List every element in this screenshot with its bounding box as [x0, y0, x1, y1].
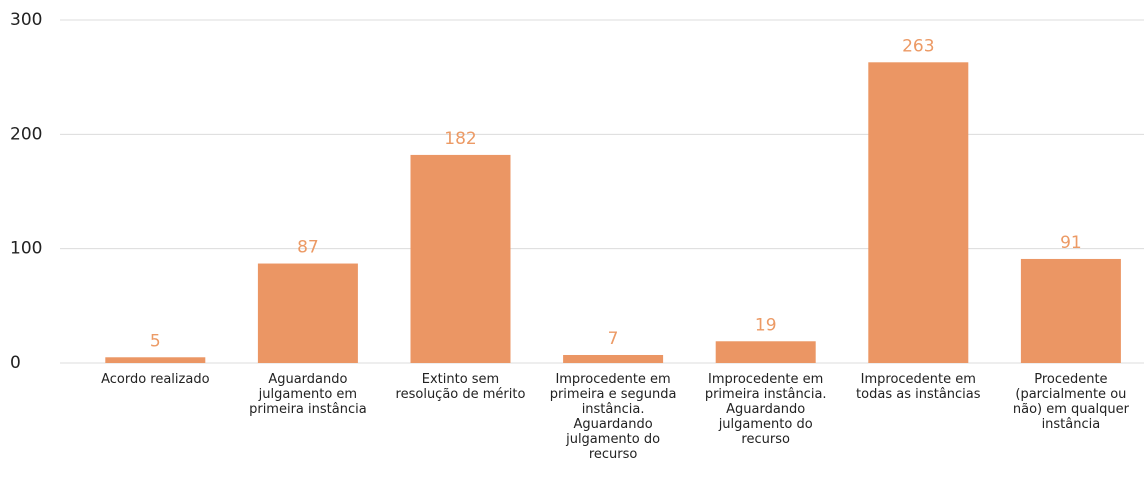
x-tick-label: Procedente (parcialmente ou não) em qual… [1012, 372, 1129, 432]
bar [105, 357, 206, 363]
value-label: 87 [297, 238, 319, 258]
bar [715, 341, 816, 363]
value-label: 19 [755, 315, 777, 335]
value-label: 182 [444, 129, 476, 149]
value-label: 91 [1060, 233, 1082, 253]
y-tick-label: 0 [10, 353, 21, 373]
x-tick-label: Improcedente em primeira e segunda instâ… [549, 372, 677, 462]
value-label: 5 [150, 331, 161, 351]
bar [868, 62, 969, 363]
y-tick-label: 200 [10, 124, 42, 144]
x-tick-label: Improcedente em primeira instância. Agua… [704, 372, 827, 447]
bar [563, 354, 664, 363]
bar [1020, 258, 1121, 363]
y-tick-label: 300 [10, 10, 42, 30]
x-tick-label: Acordo realizado [101, 372, 210, 387]
x-tick-label: Extinto sem resolução de mérito [395, 372, 526, 402]
value-label: 7 [608, 329, 619, 349]
x-tick-label: Improcedente em todas as instâncias [856, 372, 981, 402]
x-tick-label: Aguardando julgamento em primeira instân… [249, 372, 367, 417]
y-tick-label: 100 [10, 239, 42, 259]
value-label: 263 [902, 36, 934, 56]
bar [257, 263, 358, 363]
bar [410, 154, 511, 363]
